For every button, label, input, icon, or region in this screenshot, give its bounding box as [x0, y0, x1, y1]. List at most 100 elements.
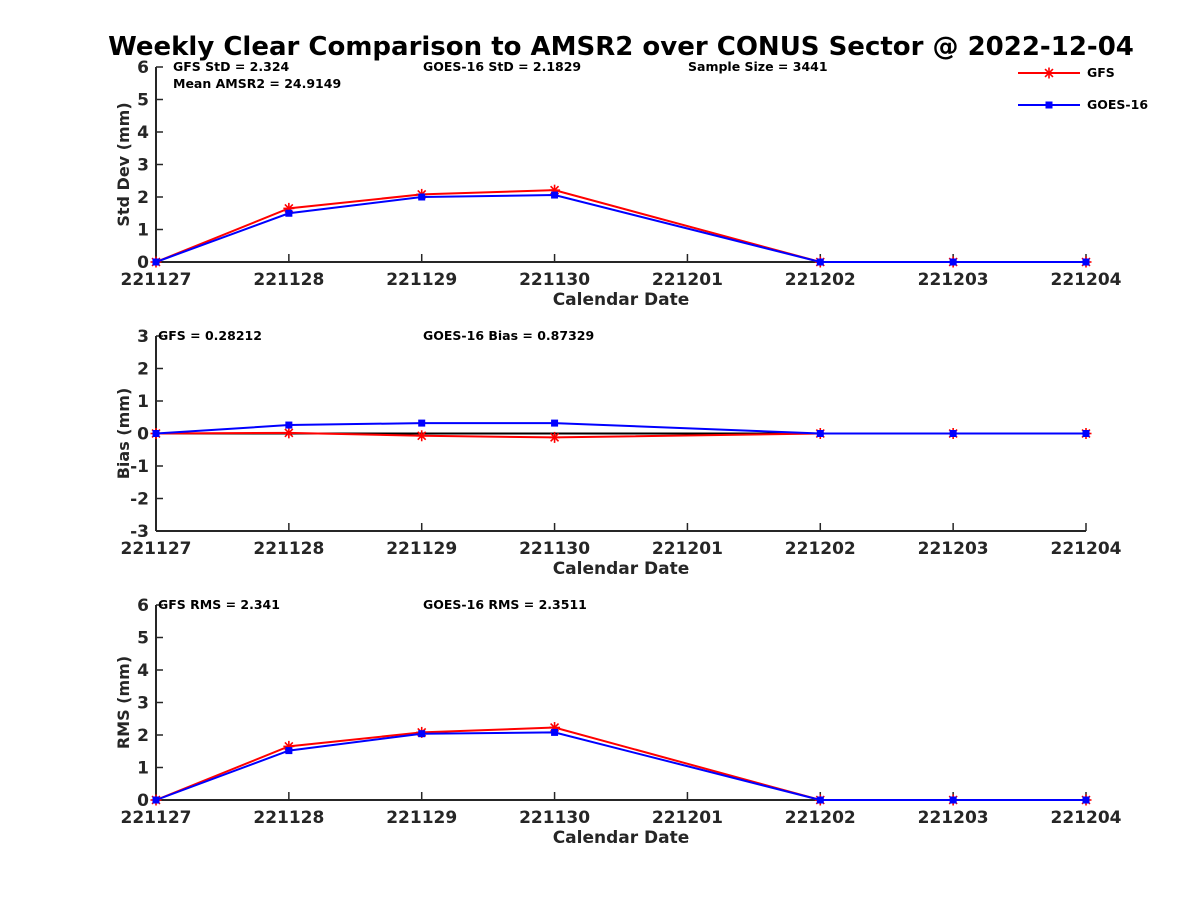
x-tick-label: 221129 — [386, 539, 457, 559]
data-point — [285, 421, 293, 429]
x-tick-label: 221128 — [253, 270, 324, 290]
annotation-goes16: GOES-16 RMS = 2.3511 — [423, 597, 587, 612]
x-tick-label: 221203 — [918, 808, 989, 828]
data-point — [1082, 258, 1090, 266]
x-tick-label: 221127 — [121, 270, 192, 290]
data-point — [152, 796, 160, 804]
y-tick-label: 4 — [137, 661, 149, 681]
annotation-goes16: GOES-16 Bias = 0.87329 — [423, 328, 594, 343]
data-point — [418, 730, 426, 738]
x-tick-label: 221204 — [1051, 808, 1122, 828]
annotation-gfs: GFS StD = 2.324 — [173, 59, 290, 74]
x-tick-label: 221201 — [652, 539, 723, 559]
data-point — [816, 430, 824, 437]
x-axis-label: Calendar Date — [553, 828, 690, 848]
panel-2: -3 -2 -1 0 1 2 3 221127 221128 221129 221130 221201… — [114, 327, 1122, 579]
y-axis-label: Std Dev (mm) — [114, 102, 133, 226]
data-point — [418, 193, 426, 201]
x-tick-label: 221202 — [785, 270, 856, 290]
annotation-gfs: GFS = 0.28212 — [158, 328, 262, 343]
data-point — [418, 419, 426, 427]
x-tick-label: 221129 — [386, 270, 457, 290]
data-point — [1082, 430, 1090, 437]
legend-label: GOES-16 — [1087, 97, 1148, 112]
data-point — [551, 191, 559, 199]
y-tick-label: 1 — [137, 221, 149, 241]
y-tick-label: 6 — [137, 596, 149, 616]
chart-title: Weekly Clear Comparison to AMSR2 over CO… — [108, 32, 1134, 62]
legend-marker — [1045, 101, 1053, 109]
y-tick-label: -3 — [130, 522, 149, 542]
y-tick-label: -2 — [130, 490, 149, 510]
x-tick-label: 221203 — [918, 539, 989, 559]
data-point — [1082, 796, 1090, 804]
annotation-goes16: GOES-16 StD = 2.1829 — [423, 59, 581, 74]
panel-3: 0 1 2 3 4 5 6 221127 221128 221129 221130 221201 221… — [114, 596, 1122, 848]
data-point — [152, 258, 160, 266]
x-tick-label: 221202 — [785, 539, 856, 559]
x-tick-label: 221204 — [1051, 539, 1122, 559]
series-goes-16 — [152, 191, 1090, 266]
y-tick-label: 2 — [137, 726, 149, 746]
y-tick-label: 0 — [137, 425, 149, 445]
x-tick-label: 221130 — [519, 270, 590, 290]
data-point — [949, 796, 957, 804]
x-tick-label: 221204 — [1051, 270, 1122, 290]
y-tick-label: 4 — [137, 123, 149, 143]
panel-1: 0 1 2 3 4 5 6 221127 221128 221129 221130 221201 221… — [114, 58, 1122, 310]
x-axis-label: Calendar Date — [553, 290, 690, 310]
x-axis-label: Calendar Date — [553, 559, 690, 579]
y-tick-label: 3 — [137, 327, 149, 347]
annotation-gfs: GFS RMS = 2.341 — [158, 597, 280, 612]
data-point — [283, 427, 295, 439]
x-tick-label: 221127 — [121, 539, 192, 559]
data-point — [416, 430, 428, 442]
series-goes-16 — [152, 728, 1090, 804]
y-axis-label: Bias (mm) — [114, 388, 133, 480]
y-tick-label: 2 — [137, 188, 149, 208]
y-tick-label: 0 — [137, 253, 149, 273]
data-point — [285, 209, 293, 217]
legend-marker — [1043, 67, 1055, 79]
legend-entry-gfs: GFS — [1018, 65, 1115, 80]
data-point — [949, 258, 957, 266]
data-point — [816, 796, 824, 804]
y-tick-label: 0 — [137, 791, 149, 811]
data-point — [285, 747, 293, 755]
x-tick-label: 221128 — [253, 808, 324, 828]
x-tick-label: 221201 — [652, 270, 723, 290]
legend: GFS GOES-16 — [1018, 65, 1148, 112]
y-tick-label: 3 — [137, 156, 149, 176]
annotation-sample-size: Sample Size = 3441 — [688, 59, 828, 74]
x-tick-label: 221130 — [519, 539, 590, 559]
y-tick-label: 1 — [137, 392, 149, 412]
y-tick-label: 5 — [137, 91, 149, 111]
x-tick-label: 221127 — [121, 808, 192, 828]
x-tick-label: 221128 — [253, 539, 324, 559]
y-tick-label: 5 — [137, 629, 149, 649]
data-point — [551, 728, 559, 736]
x-tick-label: 221130 — [519, 808, 590, 828]
data-point — [551, 419, 559, 427]
x-tick-label: 221201 — [652, 808, 723, 828]
y-axis-label: RMS (mm) — [114, 656, 133, 749]
x-tick-label: 221203 — [918, 270, 989, 290]
data-point — [816, 258, 824, 266]
annotation-mean-amsr2: Mean AMSR2 = 24.9149 — [173, 76, 341, 91]
y-tick-label: -1 — [130, 457, 149, 477]
x-tick-label: 221129 — [386, 808, 457, 828]
series-goes-16 — [152, 419, 1090, 437]
x-tick-label: 221202 — [785, 808, 856, 828]
data-point — [949, 430, 957, 437]
data-point — [152, 430, 160, 437]
y-tick-label: 1 — [137, 759, 149, 779]
y-tick-label: 2 — [137, 360, 149, 380]
y-tick-label: 6 — [137, 58, 149, 78]
legend-entry-goes-16: GOES-16 — [1018, 97, 1148, 112]
data-point — [549, 431, 561, 443]
y-tick-label: 3 — [137, 694, 149, 714]
legend-label: GFS — [1087, 65, 1115, 80]
